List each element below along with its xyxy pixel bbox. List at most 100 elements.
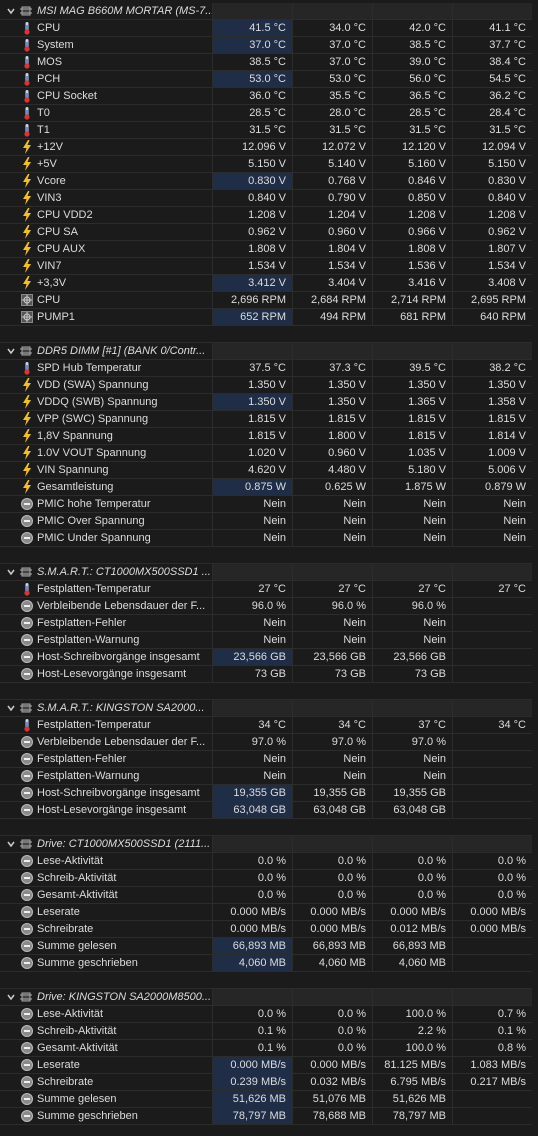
sensor-value: 19,355 GB (292, 785, 372, 801)
volt-icon (23, 395, 31, 409)
sensor-value: 3.416 V (372, 275, 452, 291)
blank-row (0, 972, 532, 989)
volt-icon (23, 429, 31, 443)
sensor-label: PCH (37, 73, 61, 85)
sensor-label: 1,8V Spannung (37, 430, 113, 442)
sensor-label: MOS (37, 56, 63, 68)
sensor-value: 12.072 V (292, 139, 372, 155)
sensor-value: 0.032 MB/s (292, 1074, 372, 1090)
misc-icon (21, 787, 33, 799)
sensor-value: Nein (212, 496, 292, 512)
sensor-row: Verbleibende Lebensdauer der F... 97.0 % 9… (0, 734, 532, 751)
sensor-value: 0.846 V (372, 173, 452, 189)
sensor-row: Host-Schreibvorgänge insgesamt 19,355 GB 1… (0, 785, 532, 802)
sensor-value: Nein (372, 530, 452, 546)
sensor-value: 4.480 V (292, 462, 372, 478)
volt-icon (23, 276, 31, 290)
header-cell (292, 564, 372, 580)
sensor-value: 37.7 °C (452, 37, 532, 53)
misc-icon (21, 957, 33, 969)
sensor-value: 1.350 V (372, 377, 452, 393)
sensor-value: 1.020 V (212, 445, 292, 461)
sensor-value: 34 °C (452, 717, 532, 733)
sensor-row: VIN3 0.840 V 0.790 V 0.850 V 0.840 V (0, 190, 532, 207)
group-title: Drive: KINGSTON SA2000M8500... (37, 991, 212, 1003)
sensor-value: 0.0 % (452, 853, 532, 869)
sensor-value: Nein (372, 615, 452, 631)
sensor-value: 0.0 % (372, 853, 452, 869)
sensor-value: 12.120 V (372, 139, 452, 155)
sensor-value: 36.2 °C (452, 88, 532, 104)
sensor-value: 97.0 % (372, 734, 452, 750)
sensor-value: 0.000 MB/s (292, 904, 372, 920)
group-header: DDR5 DIMM [#1] (BANK 0/Contr... (0, 343, 532, 360)
sensor-row: +5V 5.150 V 5.140 V 5.160 V 5.150 V (0, 156, 532, 173)
sensor-value (452, 785, 532, 801)
sensor-value: 96.0 % (372, 598, 452, 614)
sensor-value: 100.0 % (372, 1006, 452, 1022)
sensor-value: 28.5 °C (372, 105, 452, 121)
sensor-value: 35.5 °C (292, 88, 372, 104)
temp-icon (24, 124, 30, 137)
sensor-value: 1.875 W (372, 479, 452, 495)
volt-icon (23, 259, 31, 273)
sensor-value: 78,688 MB (292, 1108, 372, 1124)
sensor-label: Festplatten-Fehler (37, 617, 127, 629)
blank-row (0, 683, 532, 700)
sensor-label: CPU Socket (37, 90, 97, 102)
sensor-row: Festplatten-Warnung Nein Nein Nein (0, 768, 532, 785)
sensor-row: VIN Spannung 4.620 V 4.480 V 5.180 V 5.006 V (0, 462, 532, 479)
sensor-label: Schreibrate (37, 1076, 94, 1088)
sensor-value: 51,076 MB (292, 1091, 372, 1107)
volt-icon (23, 140, 31, 154)
sensor-row: CPU 2,696 RPM 2,684 RPM 2,714 RPM 2,695 RPM (0, 292, 532, 309)
sensor-value: 0.0 % (292, 1040, 372, 1056)
chip-icon (20, 567, 32, 577)
volt-icon (23, 242, 31, 256)
sensor-value: 4.620 V (212, 462, 292, 478)
sensor-label: Leserate (37, 906, 80, 918)
chev-icon (7, 8, 15, 15)
sensor-value: 1.083 MB/s (452, 1057, 532, 1073)
sensor-value: 0.0 % (212, 1006, 292, 1022)
header-cell (292, 989, 372, 1005)
sensor-value: 31.5 °C (372, 122, 452, 138)
sensor-value: 0.960 V (292, 445, 372, 461)
sensor-value: 28.4 °C (452, 105, 532, 121)
sensor-value: Nein (372, 751, 452, 767)
sensor-label: Host-Schreibvorgänge insgesamt (37, 651, 200, 663)
header-cell (452, 343, 532, 359)
header-cell (452, 564, 532, 580)
sensor-value: 5.180 V (372, 462, 452, 478)
sensor-value: 0.0 % (292, 1023, 372, 1039)
group-title: S.M.A.R.T.: KINGSTON SA2000... (37, 702, 205, 714)
sensor-value: Nein (292, 632, 372, 648)
group-title: Drive: CT1000MX500SSD1 (2111... (37, 838, 211, 850)
misc-icon (21, 923, 33, 935)
sensor-label: +3,3V (37, 277, 67, 289)
blank-row (0, 547, 532, 564)
volt-icon (23, 412, 31, 426)
misc-icon (21, 804, 33, 816)
sensor-value: 6.795 MB/s (372, 1074, 452, 1090)
sensor-value: 100.0 % (372, 1040, 452, 1056)
sensor-row: CPU 41.5 °C 34.0 °C 42.0 °C 41.1 °C (0, 20, 532, 37)
sensor-label: CPU (37, 22, 61, 34)
sensor-label: Schreib-Aktivität (37, 872, 117, 884)
header-cell (212, 564, 292, 580)
sensor-value: 23,566 GB (212, 649, 292, 665)
sensor-value: 4,060 MB (372, 955, 452, 971)
sensor-value: 0.000 MB/s (212, 921, 292, 937)
temp-icon (24, 56, 30, 69)
sensor-label: Festplatten-Temperatur (37, 719, 151, 731)
sensor-row: Festplatten-Fehler Nein Nein Nein (0, 751, 532, 768)
sensor-value: 81.125 MB/s (372, 1057, 452, 1073)
sensor-value: 51,626 MB (212, 1091, 292, 1107)
sensor-value: 2,714 RPM (372, 292, 452, 308)
sensor-row: Lese-Aktivität 0.0 % 0.0 % 100.0 % 0.7 % (0, 1006, 532, 1023)
sensor-row: Vcore 0.830 V 0.768 V 0.846 V 0.830 V (0, 173, 532, 190)
volt-icon (23, 225, 31, 239)
sensor-label: SPD Hub Temperatur (37, 362, 142, 374)
sensor-value: 31.5 °C (212, 122, 292, 138)
